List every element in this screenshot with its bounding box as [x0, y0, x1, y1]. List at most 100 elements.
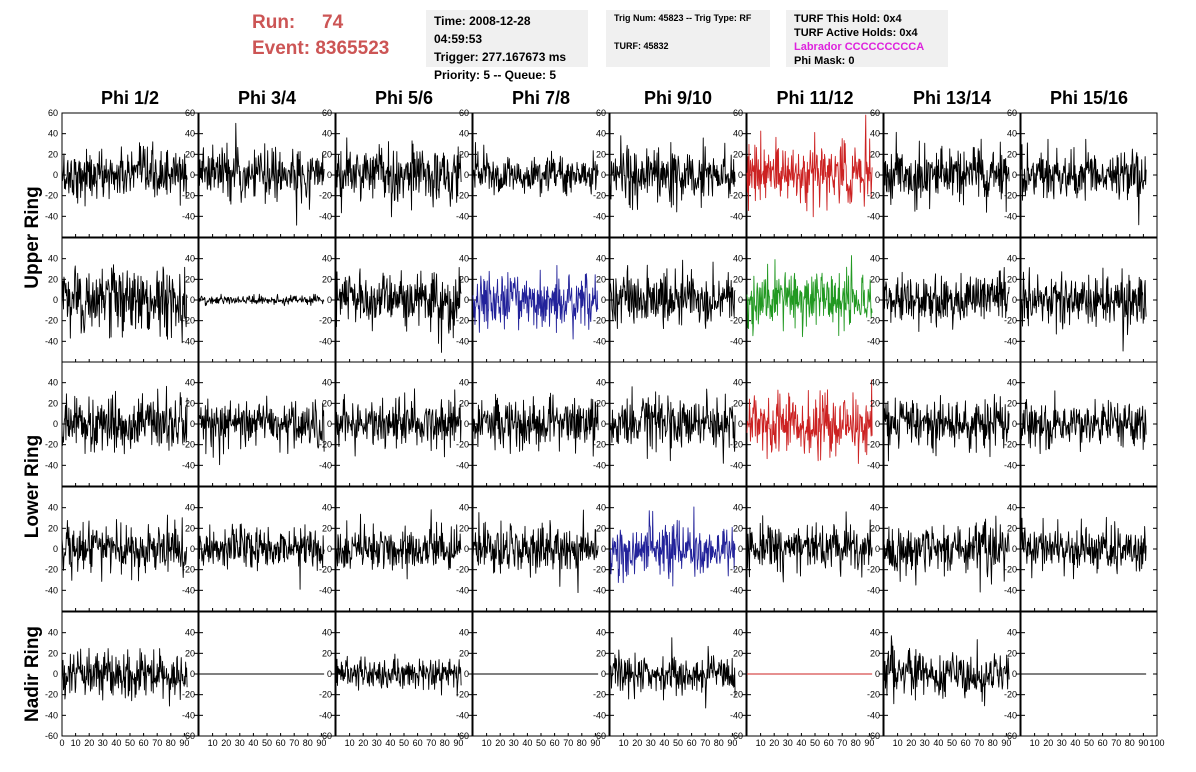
y-tick-label: 40 [322, 503, 332, 513]
x-tick-label: 50 [399, 738, 409, 748]
y-tick-label: 0 [53, 419, 58, 429]
x-tick-label: 10 [893, 738, 903, 748]
x-tick-label: 80 [714, 738, 724, 748]
y-tick-label: 0 [190, 544, 195, 554]
y-tick-label: -20 [45, 191, 58, 201]
y-tick-label: -60 [730, 731, 743, 741]
x-tick-label: 80 [851, 738, 861, 748]
y-tick-label: 0 [601, 295, 606, 305]
y-tick-label: 40 [1007, 503, 1017, 513]
x-tick-label: 20 [221, 738, 231, 748]
waveform-trace [198, 395, 325, 466]
y-tick-label: 40 [733, 378, 743, 388]
x-tick-label: 60 [139, 738, 149, 748]
y-tick-label: -40 [456, 211, 469, 221]
y-tick-label: -40 [730, 211, 743, 221]
x-tick-label: 70 [289, 738, 299, 748]
y-tick-label: 20 [1007, 274, 1017, 284]
y-tick-label: -60 [1004, 731, 1017, 741]
x-tick-label: 20 [769, 738, 779, 748]
x-tick-label: 60 [550, 738, 560, 748]
x-tick-label: 40 [933, 738, 943, 748]
x-tick-label: 30 [509, 738, 519, 748]
y-tick-label: 40 [48, 254, 58, 264]
y-tick-label: -20 [319, 316, 332, 326]
y-tick-label: 0 [875, 170, 880, 180]
y-tick-label: 0 [601, 544, 606, 554]
y-tick-label: 0 [1012, 669, 1017, 679]
x-tick-label: 90 [316, 738, 326, 748]
y-tick-label: 20 [1007, 648, 1017, 658]
x-tick-label: 60 [413, 738, 423, 748]
y-tick-label: -20 [319, 690, 332, 700]
y-tick-label: 40 [322, 628, 332, 638]
labrador-text: Labrador CCCCCCCCCA [794, 41, 925, 53]
x-tick-label: 10 [345, 738, 355, 748]
y-tick-label: -20 [1004, 565, 1017, 575]
y-tick-label: 40 [733, 254, 743, 264]
x-tick-label: 50 [810, 738, 820, 748]
waveform-trace [883, 515, 1010, 593]
y-tick-label: -20 [593, 440, 606, 450]
x-tick-label: 40 [111, 738, 121, 748]
y-tick-label: 0 [738, 295, 743, 305]
column-title: Phi 5/6 [375, 88, 433, 108]
y-tick-label: 0 [601, 419, 606, 429]
y-tick-label: 0 [190, 419, 195, 429]
x-tick-label: 60 [824, 738, 834, 748]
y-tick-label: 20 [322, 523, 332, 533]
y-tick-label: 40 [596, 378, 606, 388]
y-tick-label: 20 [870, 149, 880, 159]
y-tick-label: -40 [45, 336, 58, 346]
y-tick-label: 0 [464, 295, 469, 305]
y-tick-label: 20 [733, 523, 743, 533]
x-tick-label: 30 [1057, 738, 1067, 748]
y-tick-label: -40 [593, 211, 606, 221]
column-title: Phi 7/8 [512, 88, 570, 108]
y-tick-label: 40 [596, 628, 606, 638]
y-tick-label: 60 [322, 108, 332, 118]
waveform-trace [883, 131, 1010, 213]
y-tick-label: 20 [733, 274, 743, 284]
x-tick-label: 70 [700, 738, 710, 748]
y-tick-label: -20 [182, 316, 195, 326]
y-tick-label: 40 [596, 503, 606, 513]
y-tick-label: 20 [596, 274, 606, 284]
y-tick-label: 60 [459, 108, 469, 118]
y-tick-label: -40 [730, 710, 743, 720]
x-tick-label: 80 [577, 738, 587, 748]
y-tick-label: 0 [53, 295, 58, 305]
column-title: Phi 9/10 [644, 88, 712, 108]
y-tick-label: 20 [870, 523, 880, 533]
y-tick-label: -40 [1004, 585, 1017, 595]
waveform-trace [335, 509, 462, 580]
y-tick-label: 60 [596, 108, 606, 118]
y-tick-label: 20 [459, 398, 469, 408]
y-tick-label: 0 [1012, 170, 1017, 180]
x-tick-label: 80 [166, 738, 176, 748]
y-tick-label: 40 [596, 254, 606, 264]
x-tick-label: 10 [1030, 738, 1040, 748]
y-tick-label: 20 [185, 648, 195, 658]
y-tick-label: 40 [185, 628, 195, 638]
y-tick-label: 60 [870, 108, 880, 118]
y-tick-label: 20 [1007, 398, 1017, 408]
y-tick-label: 60 [48, 108, 58, 118]
y-tick-label: 0 [738, 170, 743, 180]
x-tick-label: 30 [646, 738, 656, 748]
y-tick-label: 40 [870, 628, 880, 638]
y-tick-label: 40 [48, 378, 58, 388]
y-tick-label: -20 [1004, 440, 1017, 450]
column-title: Phi 15/16 [1050, 88, 1128, 108]
y-tick-label: 40 [1007, 129, 1017, 139]
y-tick-label: -20 [182, 690, 195, 700]
y-tick-label: 40 [733, 129, 743, 139]
x-tick-label: 20 [1043, 738, 1053, 748]
y-tick-label: -40 [319, 585, 332, 595]
waveform-trace [746, 255, 873, 338]
y-tick-label: -40 [456, 710, 469, 720]
y-tick-label: 40 [733, 628, 743, 638]
y-tick-label: -20 [730, 440, 743, 450]
y-tick-label: -20 [867, 565, 880, 575]
